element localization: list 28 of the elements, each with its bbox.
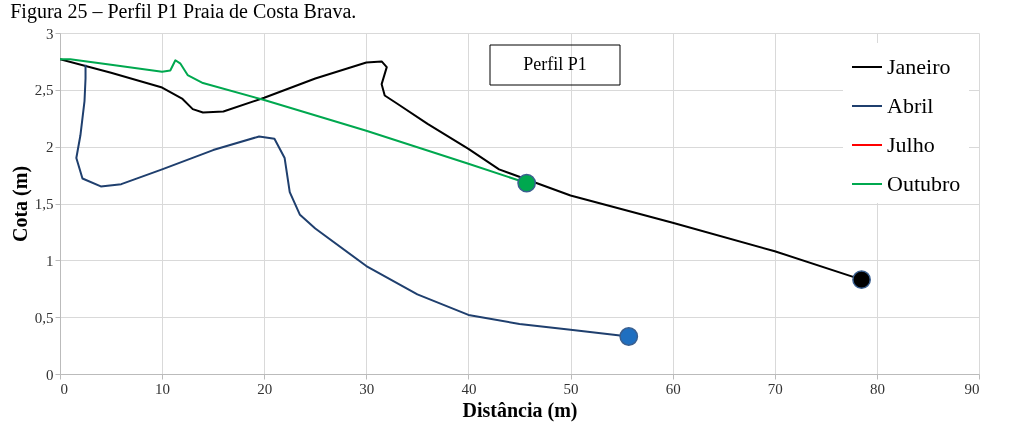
y-tick-label: 0 [46, 366, 54, 383]
x-tick-label: 70 [767, 380, 783, 397]
x-tick-label: 20 [257, 380, 273, 397]
y-tick-label: 1,5 [34, 196, 54, 212]
x-tick-label: 40 [461, 380, 477, 397]
x-tick-label: 90 [964, 380, 980, 397]
annotation: Perfil P1 [523, 54, 587, 74]
point [619, 327, 639, 346]
x-tick-label: 0 [60, 380, 68, 397]
x-tick-label: 80 [869, 380, 885, 397]
chart-title: Figura 25 – Perfil P1 Praia de Costa Brava. [10, 0, 357, 23]
y-tick-label: 3 [46, 25, 54, 42]
point [852, 270, 871, 290]
y-axis-title: Cota (m) [8, 165, 32, 243]
legend-label: Abril [887, 93, 934, 118]
y-tick-label: 2,5 [34, 82, 54, 99]
y-tick-label: 0,5 [34, 309, 54, 326]
legend-label: Outubro [887, 171, 961, 196]
x-tick-label: 60 [665, 380, 681, 397]
legend-label: Janeiro [887, 54, 951, 79]
x-axis-title: Distância (m) [462, 398, 578, 422]
x-tick-label: 50 [563, 380, 579, 397]
y-tick-label: 2 [46, 139, 54, 156]
x-tick-label: 30 [359, 380, 375, 397]
x-tick-label: 10 [155, 380, 171, 397]
y-tick-label: 1 [46, 252, 54, 269]
legend-label: Julho [887, 132, 935, 157]
point [517, 173, 537, 193]
